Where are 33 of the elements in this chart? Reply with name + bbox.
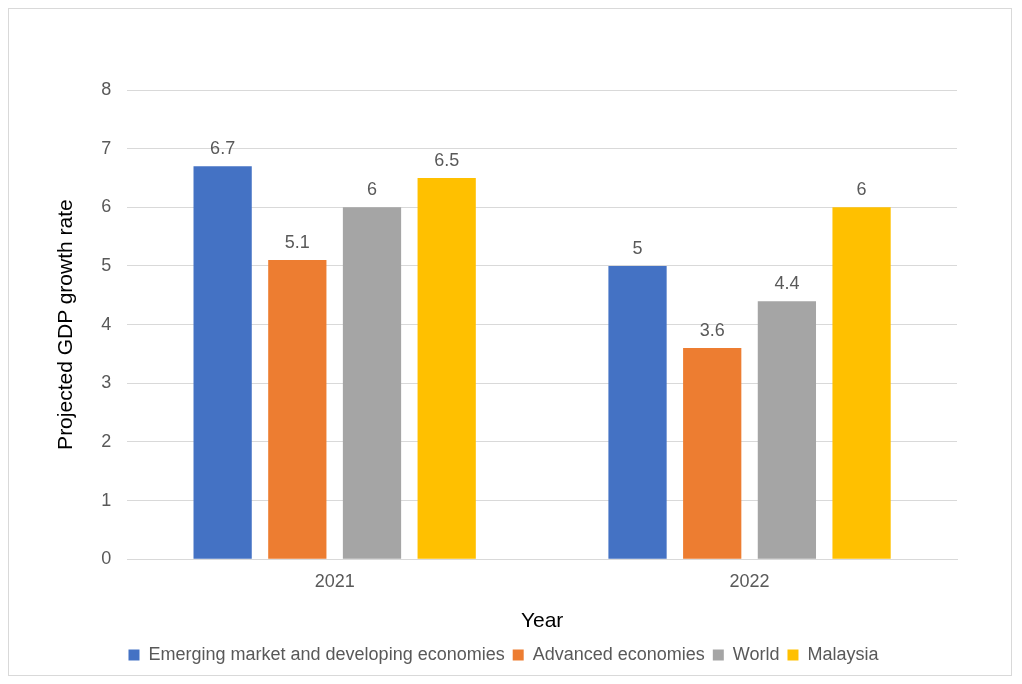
y-tick-label: 6 <box>101 196 112 217</box>
y-axis-title: Projected GDP growth rate <box>53 199 77 450</box>
y-tick-label: 5 <box>101 254 112 275</box>
legend-label: World <box>732 643 780 664</box>
bar <box>608 265 667 559</box>
data-label: 6 <box>366 179 378 200</box>
bar <box>342 207 402 559</box>
legend-label: Malaysia <box>807 643 880 664</box>
legend-label: Emerging market and developing economies <box>148 643 505 664</box>
data-label: 4.4 <box>774 273 800 294</box>
data-label: 6.5 <box>434 149 460 170</box>
data-label: 3.6 <box>699 320 725 341</box>
y-tick-label: 0 <box>101 548 112 569</box>
bar <box>757 301 817 559</box>
bar <box>683 348 742 559</box>
bar <box>268 260 327 559</box>
x-axis-title: Year <box>520 608 564 632</box>
bar <box>193 166 252 559</box>
x-tick-label: 2022 <box>729 570 770 591</box>
data-label: 6 <box>856 179 867 200</box>
y-tick-label: 7 <box>101 137 112 158</box>
y-tick-label: 4 <box>101 313 112 334</box>
bar <box>832 207 891 559</box>
bar <box>417 177 476 559</box>
x-tick-label: 2021 <box>314 570 355 591</box>
y-tick-label: 2 <box>101 430 112 451</box>
y-tick-label: 1 <box>101 489 112 510</box>
legend-label: Advanced economies <box>532 643 705 664</box>
y-tick-label: 3 <box>101 372 112 393</box>
y-tick-label: 8 <box>101 78 112 99</box>
data-label: 5.1 <box>284 232 310 253</box>
data-label: 6.7 <box>210 138 236 159</box>
data-label: 5 <box>632 237 643 258</box>
